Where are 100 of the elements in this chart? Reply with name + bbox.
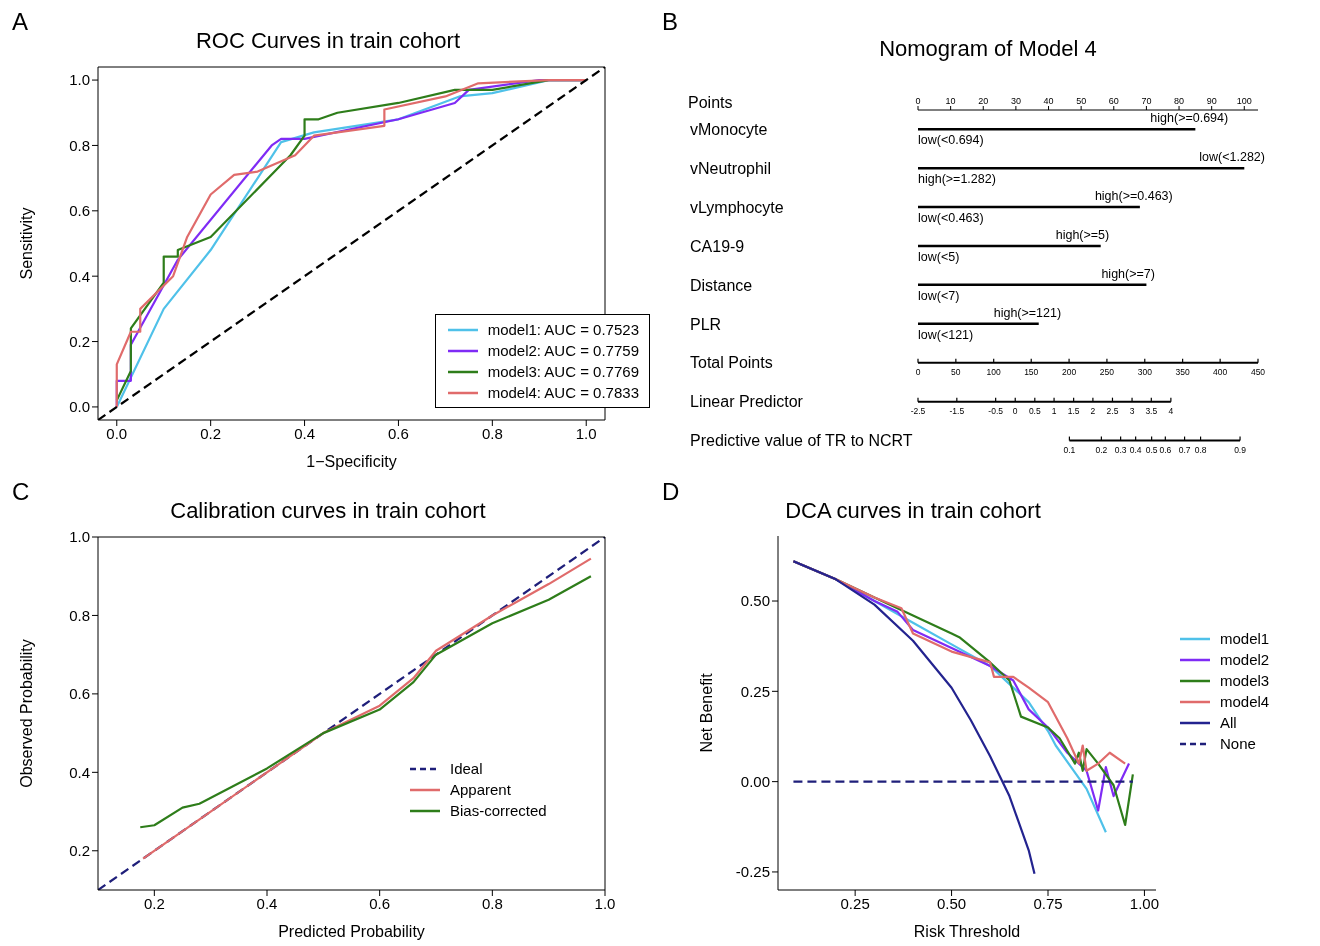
annotation: 50 bbox=[951, 366, 961, 377]
annotation: 200 bbox=[1061, 366, 1077, 377]
text: D bbox=[662, 478, 680, 505]
x-axis-title: Risk Threshold bbox=[913, 923, 1021, 941]
y-tick-label: vNeutrophil bbox=[690, 160, 771, 178]
x-tick-label: 0.50 bbox=[936, 894, 967, 912]
x-tick-label: 1.0 bbox=[594, 894, 616, 912]
x-tick-label: 0 bbox=[915, 96, 921, 106]
x-tick-label: 0.2 bbox=[143, 894, 165, 912]
x-tick-label: 30 bbox=[1010, 96, 1021, 106]
y-tick-label: vMonocyte bbox=[690, 121, 768, 139]
line-series bbox=[141, 557, 593, 860]
text: A bbox=[12, 8, 29, 35]
annotation: 3 bbox=[1129, 405, 1135, 416]
y-tick-label: CA19-9 bbox=[690, 237, 745, 255]
y-tick-label: 0.6 bbox=[69, 202, 90, 220]
annotation: 150 bbox=[1024, 366, 1039, 377]
annotation: high(>=121) bbox=[993, 305, 1062, 320]
annotation: -0.5 bbox=[988, 405, 1004, 416]
x-tick-label: 60 bbox=[1108, 96, 1119, 106]
x-tick-label: 1.0 bbox=[575, 424, 597, 442]
y-tick-label: -0.25 bbox=[735, 863, 770, 881]
annotation: high(>=0.463) bbox=[1094, 189, 1173, 204]
legend-label: Bias-corrected bbox=[450, 801, 547, 821]
annotation: 0.7 bbox=[1178, 444, 1191, 455]
annotation: low(<0.694) bbox=[918, 133, 984, 148]
x-tick-label: 1.00 bbox=[1129, 894, 1160, 912]
chart-title: Calibration curves in train cohort bbox=[170, 498, 486, 523]
legend-label: Apparent bbox=[450, 780, 511, 800]
line-series bbox=[792, 560, 1036, 875]
chart-title: Nomogram of Model 4 bbox=[879, 36, 1097, 61]
legend-label: model4 bbox=[1220, 692, 1270, 712]
annotation: 400 bbox=[1213, 366, 1228, 377]
annotation: 2.5 bbox=[1106, 405, 1119, 416]
x-tick-label: 0.4 bbox=[294, 424, 315, 442]
x-axis-title: Predicted Probability bbox=[278, 923, 425, 941]
x-tick-label: 0.75 bbox=[1033, 894, 1063, 912]
annotation: low(<5) bbox=[918, 250, 960, 265]
annotation: 0.2 bbox=[1095, 444, 1108, 455]
x-tick-label: 0.6 bbox=[369, 894, 391, 912]
y-tick-label: 0.2 bbox=[69, 842, 90, 860]
legend-label: None bbox=[1220, 734, 1256, 754]
legend-label: model3: AUC = 0.7769 bbox=[487, 362, 639, 382]
legend-label: model2: AUC = 0.7759 bbox=[487, 341, 639, 361]
x-tick-label: 70 bbox=[1141, 96, 1152, 106]
line-series bbox=[139, 575, 593, 829]
annotation: low(<7) bbox=[918, 289, 960, 303]
annotation: 300 bbox=[1137, 366, 1153, 377]
annotation: 0.8 bbox=[1194, 444, 1207, 455]
y-axis-title: Observed Probability bbox=[17, 639, 35, 788]
y-tick-label: 0.4 bbox=[69, 267, 90, 285]
y-tick-label: 0.50 bbox=[740, 592, 770, 610]
annotation: high(>=5) bbox=[1055, 228, 1110, 243]
annotation: 3.5 bbox=[1145, 405, 1158, 416]
text: C bbox=[12, 478, 30, 505]
annotation: 0.6 bbox=[1159, 444, 1172, 455]
annotation: -2.5 bbox=[910, 405, 926, 416]
annotation: 0.5 bbox=[1145, 444, 1158, 455]
x-tick-label: 20 bbox=[978, 96, 989, 106]
annotation: 1 bbox=[1051, 405, 1057, 416]
y-tick-label: Total Points bbox=[690, 354, 773, 372]
x-tick-label: 0.6 bbox=[388, 424, 409, 442]
annotation: high(>=0.694) bbox=[1150, 111, 1229, 126]
annotation: low(<1.282) bbox=[1199, 150, 1265, 165]
x-tick-label: 100 bbox=[1236, 96, 1252, 106]
annotation: -1.5 bbox=[949, 405, 965, 416]
annotation: low(<0.463) bbox=[918, 211, 984, 226]
x-tick-label: 80 bbox=[1174, 96, 1185, 106]
legend-label: Ideal bbox=[450, 759, 483, 779]
legend-label: model1 bbox=[1220, 629, 1270, 649]
annotation: 450 bbox=[1250, 366, 1266, 377]
annotation: 1.5 bbox=[1067, 405, 1080, 416]
x-tick-label: 0.8 bbox=[481, 424, 503, 442]
y-tick-label: PLR bbox=[690, 315, 722, 333]
x-tick-label: 0.25 bbox=[840, 894, 870, 912]
annotation: 0.5 bbox=[1028, 405, 1041, 416]
annotation: 2 bbox=[1090, 405, 1096, 416]
annotation: 100 bbox=[986, 366, 1002, 377]
annotation: 4 bbox=[1168, 405, 1174, 416]
y-tick-label: Linear Predictor bbox=[690, 393, 804, 411]
x-axis-title: Points bbox=[688, 94, 733, 111]
legend-label: model3 bbox=[1220, 671, 1270, 691]
annotation: high(>=1.282) bbox=[918, 172, 996, 187]
y-axis-title: Net Benefit bbox=[697, 672, 715, 753]
text: B bbox=[662, 8, 679, 35]
annotation: 350 bbox=[1175, 366, 1190, 377]
y-tick-label: 0.8 bbox=[69, 136, 90, 154]
x-tick-label: 0.8 bbox=[481, 894, 503, 912]
y-tick-label: 1.0 bbox=[69, 71, 90, 89]
legend-label: model4: AUC = 0.7833 bbox=[487, 383, 639, 403]
annotation: 0 bbox=[1012, 405, 1018, 416]
annotation: 0.3 bbox=[1114, 444, 1127, 455]
y-tick-label: 0.6 bbox=[69, 685, 90, 703]
x-tick-label: 10 bbox=[945, 96, 956, 106]
y-tick-label: 0.4 bbox=[69, 763, 90, 781]
y-tick-label: 0.8 bbox=[69, 606, 90, 624]
annotation: 0.9 bbox=[1234, 444, 1247, 455]
y-tick-label: 1.0 bbox=[69, 528, 90, 546]
legend-label: model1: AUC = 0.7523 bbox=[487, 320, 639, 340]
y-tick-label: Predictive value of TR to NCRT bbox=[690, 432, 913, 450]
